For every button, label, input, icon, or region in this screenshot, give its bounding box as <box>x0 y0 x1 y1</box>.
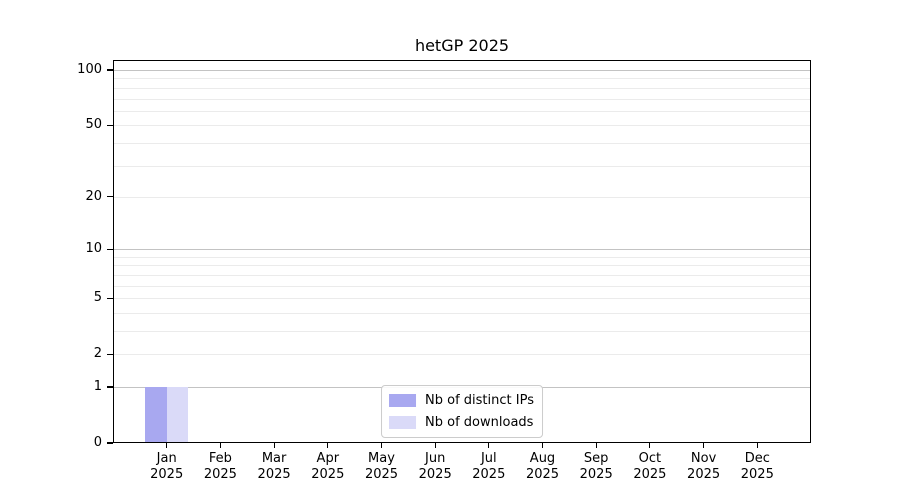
y-tick-label: 0 <box>93 435 102 450</box>
x-tick-mark <box>327 443 329 448</box>
y-tick-label: 5 <box>93 290 102 306</box>
x-tick-label: Jul 2025 <box>472 451 505 482</box>
x-tick-month: Sep <box>583 451 609 466</box>
x-tick-month: Dec <box>744 451 770 466</box>
x-tick-month: Mar <box>261 451 287 466</box>
x-tick-month: May <box>368 451 395 466</box>
x-tick-month: Aug <box>529 451 556 466</box>
y-tick-label: 1 <box>93 379 102 394</box>
x-tick-label: Aug 2025 <box>526 451 559 482</box>
y-minor-gridline <box>113 142 811 144</box>
x-tick-mark <box>166 443 168 448</box>
y-tick-mark <box>107 442 113 444</box>
legend-label: Nb of downloads <box>425 415 534 430</box>
y-major-gridline <box>113 249 811 251</box>
y-minor-gridline <box>113 196 811 198</box>
y-tick-mark <box>107 196 113 198</box>
x-tick-year: 2025 <box>364 466 399 482</box>
legend-item: Nb of distinct IPs <box>389 391 534 410</box>
x-tick-month: Jul <box>480 451 497 466</box>
y-tick-mark <box>107 69 113 71</box>
x-tick-year: 2025 <box>418 466 452 482</box>
x-tick-year: 2025 <box>203 466 237 482</box>
x-tick-label: Dec 2025 <box>741 451 774 482</box>
y-tick-mark <box>107 386 113 388</box>
x-tick-year: 2025 <box>311 466 345 482</box>
x-tick-month: Apr <box>316 451 340 466</box>
y-minor-gridline <box>113 110 811 112</box>
x-tick-year: 2025 <box>740 466 774 482</box>
y-minor-gridline <box>113 265 811 267</box>
legend: Nb of distinct IPs Nb of downloads <box>381 385 543 438</box>
x-tick-year: 2025 <box>525 466 560 482</box>
x-tick-label: Jun 2025 <box>419 451 452 482</box>
x-tick-mark <box>380 443 383 448</box>
y-major-gridline <box>113 70 811 71</box>
x-tick-label: Mar 2025 <box>258 451 291 482</box>
y-tick-label: 100 <box>77 62 102 77</box>
x-tick-label: Feb 2025 <box>204 451 237 482</box>
x-tick-month: Oct <box>638 451 662 466</box>
x-tick-month: Feb <box>208 451 232 466</box>
y-tick-label: 2 <box>93 346 102 362</box>
x-tick-mark <box>434 443 436 448</box>
x-tick-month: Nov <box>690 451 717 466</box>
x-tick-label: May 2025 <box>365 451 398 482</box>
y-minor-gridline <box>113 256 811 258</box>
y-minor-gridline <box>113 165 811 167</box>
x-tick-mark <box>219 443 221 448</box>
x-tick-month: Jan <box>156 451 177 466</box>
y-tick-label: 10 <box>85 241 102 257</box>
x-tick-label: Apr 2025 <box>311 451 344 482</box>
y-minor-gridline <box>113 298 811 300</box>
x-tick-year: 2025 <box>472 466 506 482</box>
y-minor-gridline <box>113 87 811 89</box>
y-minor-gridline <box>113 274 811 276</box>
y-minor-gridline <box>113 78 811 80</box>
y-tick-mark <box>107 297 113 299</box>
x-tick-month: Jun <box>425 451 446 466</box>
y-minor-gridline <box>113 98 811 100</box>
x-tick-year: 2025 <box>687 466 721 482</box>
x-tick-mark <box>756 443 758 448</box>
bar-nb-of-downloads <box>166 387 189 443</box>
x-tick-label: Jan 2025 <box>150 451 183 482</box>
chart-title: hetGP 2025 <box>414 36 510 55</box>
x-tick-mark <box>703 443 705 448</box>
y-minor-gridline <box>113 125 811 127</box>
legend-swatch <box>389 394 417 407</box>
x-tick-year: 2025 <box>633 466 667 482</box>
x-tick-mark <box>595 443 597 448</box>
legend-label: Nb of distinct IPs <box>425 393 534 408</box>
x-tick-year: 2025 <box>150 466 184 482</box>
x-tick-label: Sep 2025 <box>580 451 613 482</box>
y-minor-gridline <box>113 331 811 332</box>
y-tick-mark <box>107 353 113 355</box>
x-tick-label: Oct 2025 <box>633 451 666 482</box>
x-tick-label: Nov 2025 <box>687 451 720 482</box>
x-tick-mark <box>649 443 651 448</box>
y-tick-label: 50 <box>85 117 102 133</box>
y-tick-mark <box>107 248 113 250</box>
bar-nb-of-distinct-ips <box>145 387 167 443</box>
x-tick-mark <box>273 443 275 448</box>
y-minor-gridline <box>113 312 811 314</box>
x-tick-year: 2025 <box>579 466 613 482</box>
y-tick-mark <box>107 124 113 126</box>
legend-swatch <box>389 416 417 429</box>
y-minor-gridline <box>113 285 811 287</box>
plot-area: Nb of distinct IPs Nb of downloads <box>113 60 811 443</box>
legend-item: Nb of downloads <box>389 413 534 432</box>
x-tick-mark <box>488 443 490 448</box>
y-tick-label: 20 <box>85 188 102 204</box>
x-tick-year: 2025 <box>257 466 291 482</box>
y-minor-gridline <box>113 354 811 356</box>
x-tick-mark <box>541 443 544 448</box>
